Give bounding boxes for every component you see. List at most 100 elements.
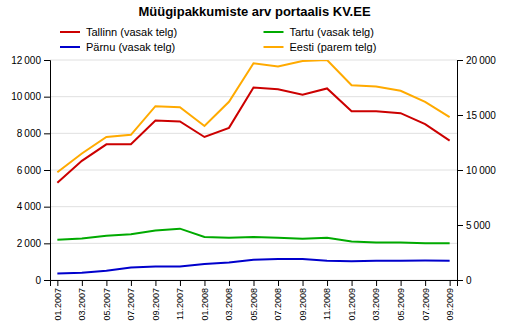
tick-label: 10 000	[11, 91, 41, 102]
tick: 0	[457, 275, 472, 286]
grid-line	[50, 133, 457, 134]
tick-mark	[131, 280, 132, 286]
tick: 05.2008	[249, 280, 259, 321]
tick-label: 07.2009	[421, 288, 431, 321]
legend-swatch	[60, 31, 80, 33]
tick: 20 000	[457, 55, 496, 66]
tick-label: 5 000	[466, 220, 491, 231]
y2-axis: 0 5 000 10 000 15 000 20 000	[457, 55, 496, 286]
tick-mark	[155, 280, 156, 286]
grid	[50, 60, 457, 280]
tick-mark	[44, 280, 50, 281]
axis-domain	[44, 61, 51, 281]
tick-mark	[254, 280, 255, 286]
tick-label: 05.2007	[102, 288, 112, 321]
series-line	[57, 259, 449, 274]
tick: 03.2007	[77, 280, 87, 321]
tick: 03.2009	[371, 280, 381, 321]
tick-mark	[44, 243, 50, 244]
plot: 01.2007 03.2007 05.2007 07.2007 09.2007 11.20…	[11, 55, 496, 321]
title: Müügipakkumiste arv portaalis KV.EE	[138, 4, 370, 19]
legend-swatch	[264, 46, 284, 48]
tick: 09.2009	[445, 280, 455, 321]
tick: 01.2008	[200, 280, 210, 321]
tick: 4 000	[17, 201, 50, 212]
tick-label: 12 000	[11, 55, 41, 66]
series-line	[57, 60, 449, 172]
tick: 11.2008	[322, 280, 332, 320]
x-axis: 01.2007 03.2007 05.2007 07.2007 09.2007 11.20…	[51, 280, 458, 321]
tick-label: 07.2007	[126, 288, 136, 321]
lines	[57, 60, 449, 274]
tick: 8 000	[17, 128, 50, 139]
tick-mark	[180, 280, 181, 286]
tick-mark	[457, 170, 463, 171]
tick-label: 03.2007	[77, 288, 87, 321]
legend-item: Eesti (parem telg)	[264, 41, 377, 53]
tick: 03.2008	[224, 280, 234, 321]
grid-line	[50, 96, 457, 97]
axis-domain	[51, 281, 458, 287]
tick-label: 10 000	[466, 165, 496, 176]
tick-label: 15 000	[466, 110, 496, 121]
tick: 5 000	[457, 220, 491, 231]
legend-label: Eesti (parem telg)	[290, 41, 377, 53]
legend: Tallinn (vasak telg)Tartu (vasak telg)Pä…	[60, 26, 376, 53]
tick-label: 01.2009	[347, 288, 357, 321]
tick-mark	[457, 115, 463, 116]
tick-mark	[457, 60, 463, 61]
tick-mark	[327, 280, 328, 286]
grid-line	[50, 170, 457, 171]
tick-label: 0	[35, 275, 41, 286]
chart: Müügipakkumiste arv portaalis KV.EE 01.20…	[0, 0, 509, 334]
tick-label: 11.2007	[175, 288, 185, 320]
tick-label: 03.2009	[371, 288, 381, 321]
tick-mark	[44, 97, 50, 98]
tick-label: 09.2007	[151, 288, 161, 321]
tick-mark	[204, 280, 205, 286]
legend-label: Tallinn (vasak telg)	[86, 26, 177, 38]
tick-label: 01.2008	[200, 288, 210, 321]
tick-mark	[44, 170, 50, 171]
axis-domain	[458, 61, 464, 281]
legend-swatch	[264, 31, 284, 33]
tick-mark	[450, 280, 451, 286]
tick: 2 000	[17, 238, 50, 249]
tick: 09.2008	[298, 280, 308, 321]
tick-mark	[106, 280, 107, 286]
tick-mark	[44, 207, 50, 208]
tick-label: 11.2008	[322, 288, 332, 320]
tick-mark	[401, 280, 402, 286]
tick: 07.2009	[421, 280, 431, 321]
tick-label: 09.2009	[445, 288, 455, 321]
tick: 01.2009	[347, 280, 357, 321]
tick: 6 000	[17, 165, 50, 176]
tick-label: 20 000	[466, 55, 496, 66]
tick-label: 09.2008	[298, 288, 308, 321]
legend-item: Pärnu (vasak telg)	[60, 41, 175, 53]
tick-label: 6 000	[17, 165, 42, 176]
tick: 10 000	[457, 165, 496, 176]
tick-mark	[425, 280, 426, 286]
tick-label: 01.2007	[53, 288, 63, 321]
tick-label: 03.2008	[224, 288, 234, 321]
tick: 10 000	[11, 91, 50, 102]
legend-item: Tallinn (vasak telg)	[60, 26, 177, 38]
y-axis: 0 2 000 4 000 6 000 8 000 10 000 12 000	[11, 55, 50, 286]
series-line	[57, 229, 449, 244]
tick-label: 4 000	[17, 201, 42, 212]
tick: 0	[35, 275, 50, 286]
tick: 05.2009	[396, 280, 406, 321]
tick-label: 07.2008	[273, 288, 283, 321]
tick-mark	[457, 225, 463, 226]
grid-line	[50, 60, 457, 61]
tick-mark	[229, 280, 230, 286]
tick: 01.2007	[53, 280, 63, 321]
tick-mark	[44, 60, 50, 61]
tick-mark	[82, 280, 83, 286]
tick-mark	[376, 280, 377, 286]
grid-line	[50, 206, 457, 207]
tick-mark	[44, 133, 50, 134]
tick-label: 05.2009	[396, 288, 406, 321]
legend-swatch	[60, 46, 80, 48]
